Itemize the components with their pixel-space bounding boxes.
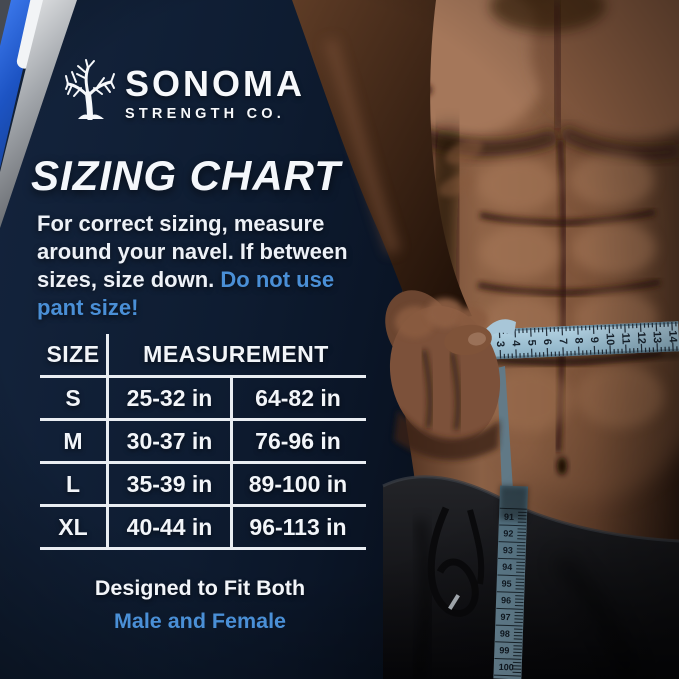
- table-row: M 30-37 in 76-96 in: [40, 421, 366, 464]
- footer-fit-text: Designed to Fit Both: [94, 576, 306, 600]
- brand-logo: SONOMA STRENGTH CO.: [64, 58, 305, 122]
- measurement-cell-2: 89-100 in: [248, 470, 348, 497]
- measurement-cell-1: 25-32 in: [109, 378, 233, 418]
- table-row: S 25-32 in 64-82 in: [40, 378, 366, 421]
- tree-roots: [78, 114, 104, 119]
- measurement-cell-2: 96-113 in: [249, 513, 347, 540]
- table-header-measurement: MEASUREMENT: [143, 341, 329, 367]
- brand-name: SONOMA: [125, 63, 305, 104]
- corner-stripe-silver: [0, 0, 77, 228]
- size-table: SIZE MEASUREMENT S 25-32 in 64-82 in M 3…: [40, 334, 366, 550]
- brand-subtitle: STRENGTH CO.: [125, 106, 285, 122]
- size-cell: XL: [40, 507, 109, 547]
- intro-text-highlight: Do not use pant size!: [37, 267, 335, 320]
- measurement-cell-2: 64-82 in: [255, 384, 341, 411]
- corner-stripe-white: [16, 0, 47, 69]
- corner-accent: [0, 0, 77, 228]
- measurement-cell-1: 30-37 in: [109, 421, 233, 461]
- intro-text: For correct sizing, measure around your …: [37, 210, 377, 322]
- table-row: L 35-39 in 89-100 in: [40, 464, 366, 507]
- footer: Designed to Fit Both Male and Female: [26, 576, 374, 634]
- size-cell: S: [40, 378, 109, 418]
- footer-gender-text: Male and Female: [113, 609, 287, 633]
- size-cell: M: [40, 421, 109, 461]
- size-cell: L: [40, 464, 109, 504]
- tree-icon: [65, 59, 115, 120]
- table-row: XL 40-44 in 96-113 in: [40, 507, 366, 550]
- page-title: SIZING CHART: [31, 152, 341, 199]
- intro-text-normal: For correct sizing, measure around your …: [37, 211, 348, 292]
- table-header-size: SIZE: [40, 334, 109, 375]
- table-header-row: SIZE MEASUREMENT: [40, 334, 366, 378]
- measurement-cell-1: 35-39 in: [109, 464, 233, 504]
- measurement-cell-1: 40-44 in: [109, 507, 233, 547]
- measurement-cell-2: 76-96 in: [255, 427, 341, 454]
